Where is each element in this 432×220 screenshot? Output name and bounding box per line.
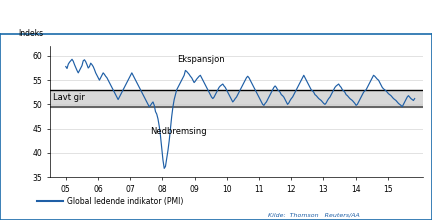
Text: Nedbremsing: Nedbremsing <box>151 127 207 136</box>
Text: Ekspansjon: Ekspansjon <box>177 55 224 64</box>
Text: Indeks: Indeks <box>18 29 43 38</box>
Text: Lavt gir: Lavt gir <box>54 93 85 102</box>
Text: Kilde:  Thomson   Reuters/AA: Kilde: Thomson Reuters/AA <box>268 212 359 217</box>
Text: Ledende indikatorer antyder fortsatt positiv,  men lite spektakulær, vekst: Ledende indikatorer antyder fortsatt pos… <box>5 11 413 21</box>
Text: Global ledende indikator (PMI): Global ledende indikator (PMI) <box>67 197 183 206</box>
Bar <box>50 90 423 107</box>
